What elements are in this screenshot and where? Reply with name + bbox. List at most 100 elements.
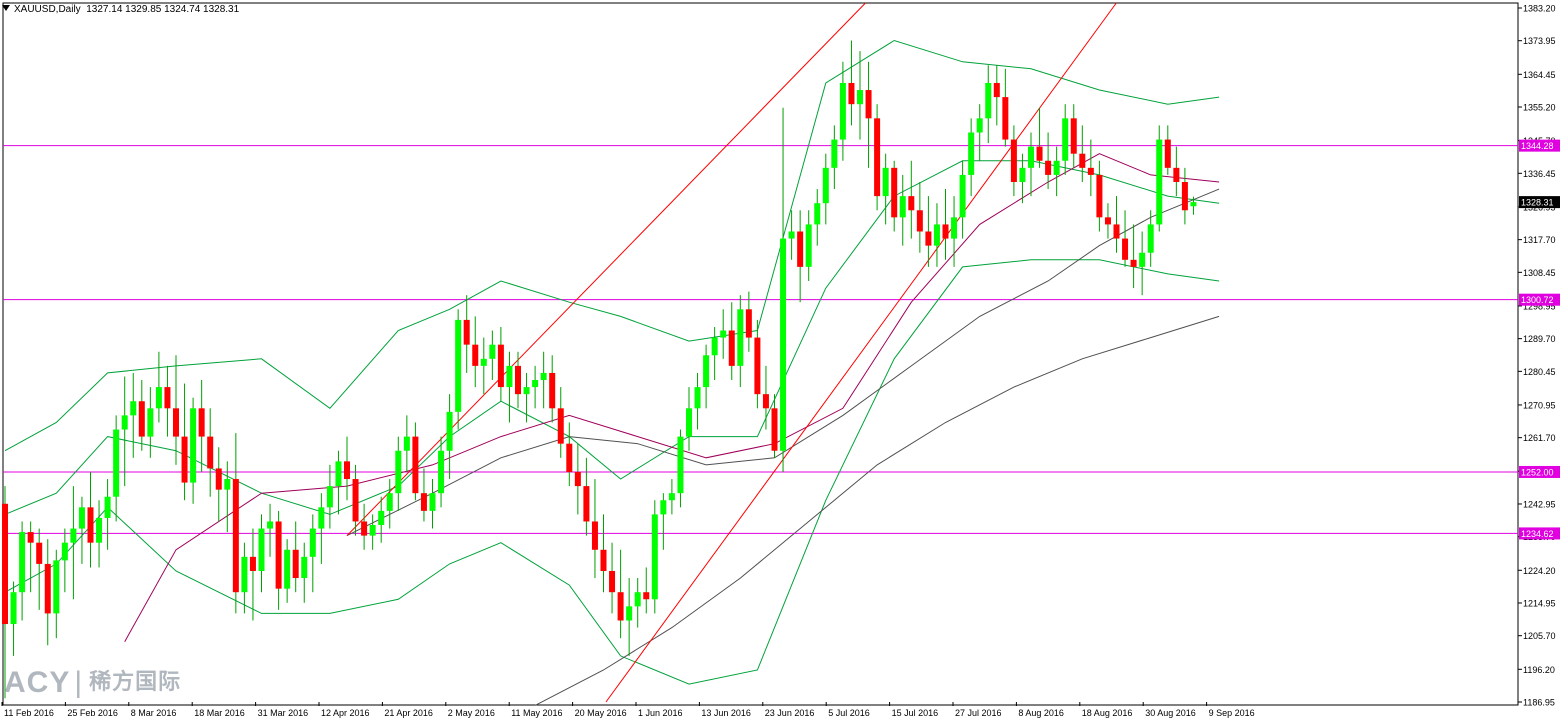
candle xyxy=(882,153,889,225)
candle xyxy=(318,493,325,564)
candle-body xyxy=(1190,202,1197,207)
candle xyxy=(1190,196,1197,215)
candle-body xyxy=(164,387,171,409)
candle xyxy=(942,189,949,260)
candle-body xyxy=(1028,146,1034,168)
x-tick-label: 2 May 2016 xyxy=(448,708,495,718)
candle xyxy=(1045,132,1052,190)
candle xyxy=(720,309,727,359)
candle-body xyxy=(138,401,145,437)
candle-body xyxy=(275,521,282,589)
candle-body xyxy=(1019,167,1026,182)
candle-body xyxy=(173,408,179,437)
candle-body xyxy=(857,90,863,105)
candle xyxy=(771,394,778,458)
candle xyxy=(480,337,487,395)
candle xyxy=(1070,104,1077,168)
current-price-tag: 1328.31 xyxy=(1521,198,1554,208)
candle xyxy=(284,539,291,603)
y-tick-label: 1186.95 xyxy=(1523,698,1555,708)
candle xyxy=(993,65,1000,126)
candle xyxy=(378,496,385,543)
candle-body xyxy=(1164,139,1171,168)
candle-body xyxy=(1156,139,1163,225)
x-tick-label: 27 Jul 2016 xyxy=(955,708,1002,718)
candle-body xyxy=(609,570,616,593)
level-price-tag-bg xyxy=(1519,527,1560,540)
candle xyxy=(865,61,872,168)
candle xyxy=(754,319,761,409)
candle xyxy=(643,567,650,614)
candle-body xyxy=(395,450,402,494)
candle-body xyxy=(480,358,487,366)
candle-body xyxy=(728,330,735,366)
y-tick-label: 1289.70 xyxy=(1523,334,1556,344)
candle-body xyxy=(600,549,607,571)
candle xyxy=(275,510,282,610)
candle xyxy=(780,107,787,472)
candle xyxy=(1087,139,1094,197)
candle xyxy=(1147,210,1154,267)
candle xyxy=(130,372,137,458)
moving-average-mid-line xyxy=(346,188,1220,537)
watermark-brand: ACY xyxy=(4,666,71,699)
candle-body xyxy=(566,443,573,472)
x-tick-label: 23 Jun 2016 xyxy=(765,708,815,718)
candle xyxy=(1173,146,1180,197)
candle-body xyxy=(1130,259,1137,267)
candle-body xyxy=(908,196,915,211)
candle-body xyxy=(1010,139,1017,182)
x-tick-label: 8 Mar 2016 xyxy=(131,708,177,718)
candle-body xyxy=(1045,160,1052,175)
candle xyxy=(1139,231,1146,296)
candle-body xyxy=(1079,153,1086,168)
candle-body xyxy=(96,517,103,543)
candle-body xyxy=(968,132,975,175)
candle xyxy=(438,436,445,508)
candle xyxy=(805,210,812,282)
candle-body xyxy=(515,365,521,395)
candle-body xyxy=(87,507,94,543)
candle-body xyxy=(805,224,812,267)
x-tick-label: 30 Aug 2016 xyxy=(1145,708,1196,718)
candle xyxy=(369,514,376,550)
candle xyxy=(326,464,333,529)
candle-body xyxy=(1147,224,1154,253)
trendlines xyxy=(346,2,1117,703)
candle xyxy=(1010,125,1017,197)
trendline xyxy=(346,2,866,536)
candle xyxy=(335,450,342,515)
x-tick-label: 15 Jul 2016 xyxy=(892,708,939,718)
x-tick-label: 11 Feb 2016 xyxy=(4,708,54,718)
level-price-tag: 1300.72 xyxy=(1521,295,1554,305)
candle-body xyxy=(497,344,504,388)
candle-body xyxy=(1002,97,1009,140)
candle-body xyxy=(532,380,539,388)
candle-body xyxy=(1181,181,1188,211)
level-price-tag: 1252.00 xyxy=(1521,467,1554,477)
y-axis: 1383.201373.951364.451355.201345.701336.… xyxy=(1518,4,1556,708)
candle xyxy=(874,104,881,211)
candle-body xyxy=(267,521,274,529)
candle-body xyxy=(224,479,231,490)
candle-body xyxy=(378,510,385,526)
candle-body xyxy=(788,231,795,239)
candle-body xyxy=(951,217,958,239)
candle xyxy=(70,486,77,600)
x-tick-label: 20 May 2016 xyxy=(575,708,627,718)
candle xyxy=(292,521,299,593)
candle-body xyxy=(1096,174,1103,218)
candle xyxy=(1028,132,1034,197)
candle xyxy=(121,376,128,487)
candle xyxy=(78,496,85,564)
candle xyxy=(1156,125,1163,232)
watermark-separator: | xyxy=(74,666,84,699)
candle-body xyxy=(814,203,821,225)
candle xyxy=(951,196,958,267)
candle-body xyxy=(703,355,710,388)
candle xyxy=(1181,167,1188,225)
dropdown-triangle-icon[interactable] xyxy=(2,5,10,11)
candle xyxy=(916,181,923,253)
candle-body xyxy=(301,556,308,579)
